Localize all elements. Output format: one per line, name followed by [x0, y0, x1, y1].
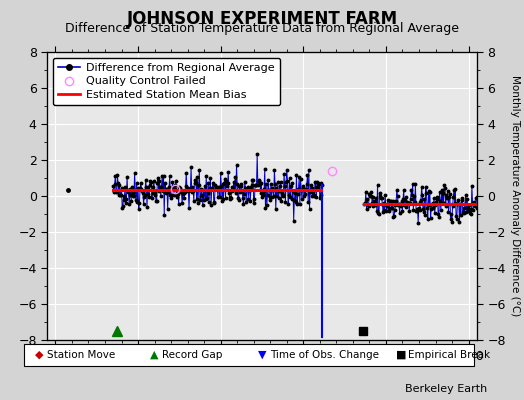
Text: Record Gap: Record Gap	[162, 350, 223, 360]
Text: Station Move: Station Move	[47, 350, 115, 360]
Y-axis label: Monthly Temperature Anomaly Difference (°C): Monthly Temperature Anomaly Difference (…	[510, 75, 520, 317]
Text: Berkeley Earth: Berkeley Earth	[405, 384, 487, 394]
Text: Empirical Break: Empirical Break	[408, 350, 490, 360]
Text: ▲: ▲	[150, 350, 159, 360]
Text: Time of Obs. Change: Time of Obs. Change	[270, 350, 379, 360]
Legend: Difference from Regional Average, Quality Control Failed, Estimated Station Mean: Difference from Regional Average, Qualit…	[53, 58, 280, 105]
Text: Difference of Station Temperature Data from Regional Average: Difference of Station Temperature Data f…	[65, 22, 459, 35]
Text: ◆: ◆	[35, 350, 43, 360]
Text: ■: ■	[396, 350, 406, 360]
Text: JOHNSON EXPERIMENT FARM: JOHNSON EXPERIMENT FARM	[126, 10, 398, 28]
Text: ▼: ▼	[258, 350, 266, 360]
